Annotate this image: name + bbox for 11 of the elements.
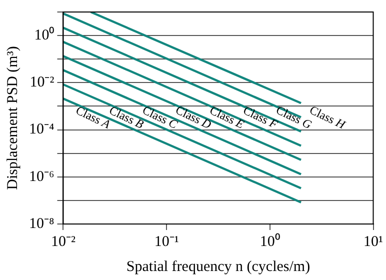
x-tick-label: 10¹ xyxy=(364,234,383,250)
y-tick-label: 10⁻⁶ xyxy=(28,168,54,185)
x-tick-label: 10⁻¹ xyxy=(154,234,179,250)
y-tick-label: 10⁻⁴ xyxy=(28,122,54,138)
y-tick-label: 10⁻⁸ xyxy=(28,216,54,232)
x-tick-label: 10⁻² xyxy=(50,234,76,250)
y-axis-title: Displacement PSD (m³) xyxy=(4,46,21,190)
y-tick-label: 10⁻² xyxy=(30,74,55,91)
x-tick-label: 10⁰ xyxy=(260,232,280,250)
x-axis-title: Spatial frequency n (cycles/m) xyxy=(126,258,310,275)
y-tick-label: 10⁰ xyxy=(34,26,54,44)
